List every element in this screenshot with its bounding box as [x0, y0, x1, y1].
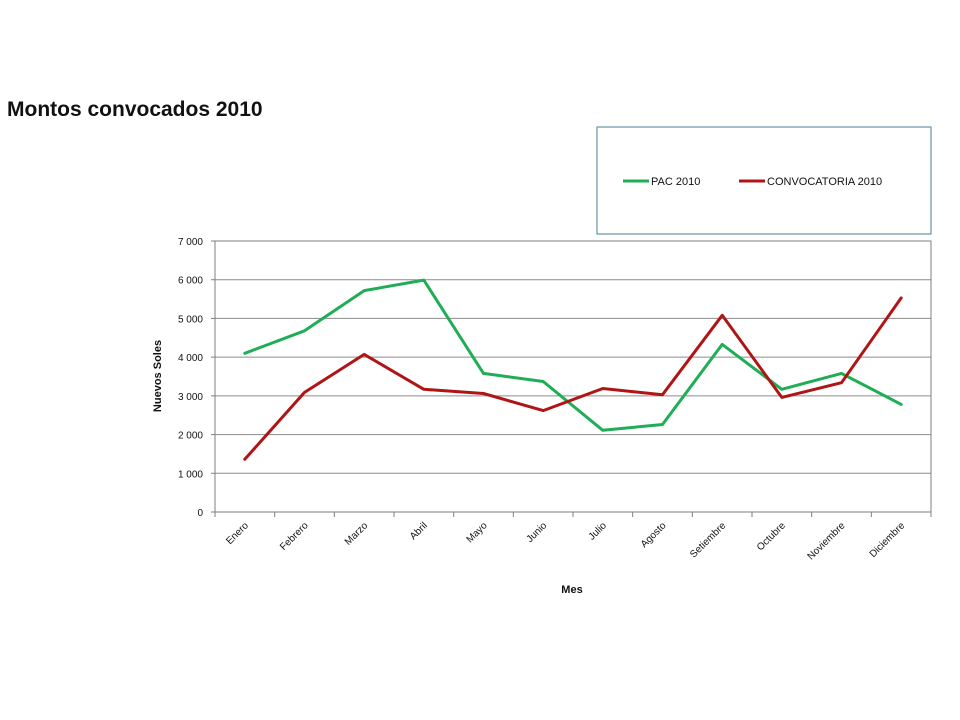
y-tick-label: 6 000 — [178, 276, 203, 287]
y-tick-label: 7 000 — [178, 237, 203, 248]
gridlines — [215, 240, 931, 474]
y-axis: 0 1 000 2 000 3 000 4 000 5 000 6 000 7 000 — [178, 237, 215, 519]
x-tick-label: Junio — [525, 520, 550, 545]
plot-area — [214, 240, 932, 513]
x-tick-label: Agosto — [639, 520, 669, 550]
y-tick-label: 2 000 — [178, 431, 203, 442]
x-axis-title: Mes — [561, 584, 582, 596]
y-tick-label: 1 000 — [178, 469, 203, 480]
x-tick-label: Febrero — [278, 520, 311, 553]
x-tick-label: Octubre — [755, 520, 788, 553]
x-tick-label: Marzo — [343, 520, 371, 548]
x-tick-label: Mayo — [465, 520, 490, 545]
series-line-convocatoria-2010 — [243, 296, 903, 461]
chart-title: Montos convocados 2010 — [7, 98, 263, 121]
x-tick-label: Setiembre — [688, 520, 728, 560]
y-tick-label: 5 000 — [178, 314, 203, 325]
series-lines — [243, 278, 903, 461]
legend-label: PAC 2010 — [651, 176, 700, 188]
series-line-pac-2010 — [243, 278, 903, 432]
x-tick-label: Abril — [408, 520, 430, 542]
x-tick-label: Enero — [224, 520, 251, 547]
x-tick-label: Diciembre — [868, 520, 908, 560]
y-axis-title: Nuevos Soles — [152, 340, 164, 412]
y-tick-label: 4 000 — [178, 353, 203, 364]
x-axis: Enero Febrero Marzo Abril Mayo Junio Julio Agos… — [214, 512, 932, 562]
y-tick-label: 0 — [197, 508, 203, 519]
legend: PAC 2010 CONVOCATORIA 2010 — [596, 126, 932, 235]
plot-frame — [214, 240, 932, 513]
x-tick-label: Julio — [587, 520, 610, 543]
y-tick-label: 3 000 — [178, 392, 203, 403]
x-tick-label: Noviembre — [806, 520, 848, 562]
legend-label: CONVOCATORIA 2010 — [767, 176, 882, 188]
